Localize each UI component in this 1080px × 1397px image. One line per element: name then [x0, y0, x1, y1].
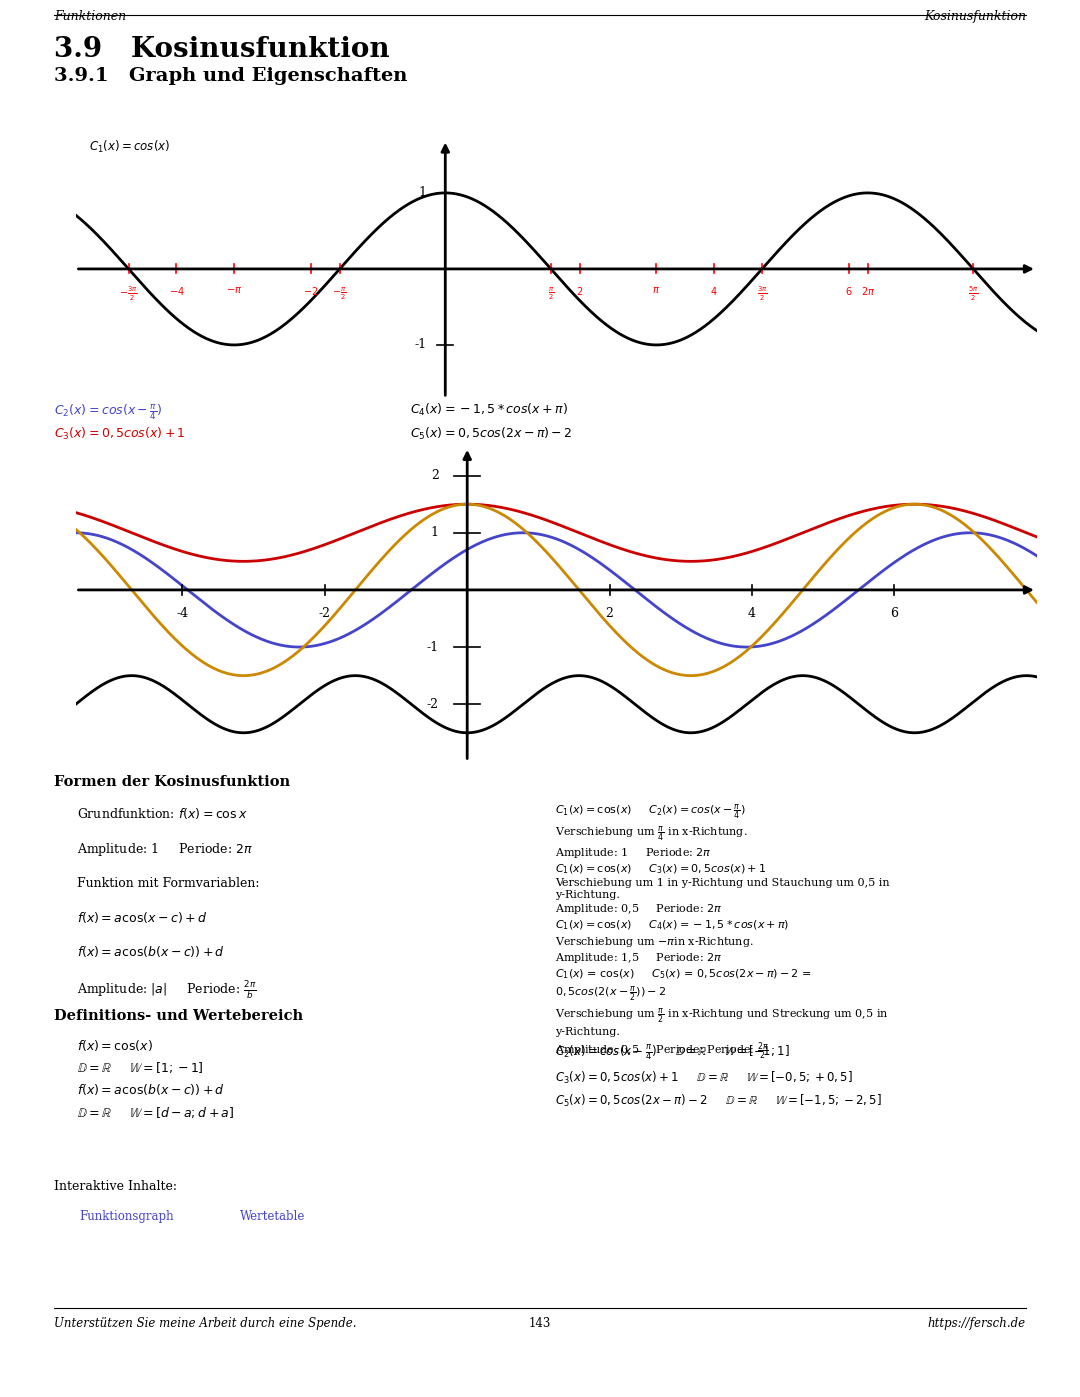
Text: Funktionsgraph: Funktionsgraph [80, 1210, 174, 1224]
Text: $-\frac{3\pi}{2}$: $-\frac{3\pi}{2}$ [119, 285, 138, 303]
Text: $6$: $6$ [845, 285, 852, 298]
Text: -4: -4 [176, 608, 189, 620]
Text: $-\frac{\pi}{2}$: $-\frac{\pi}{2}$ [333, 285, 347, 302]
Text: Funktionen: Funktionen [54, 10, 126, 22]
Text: $C_2(x) = cos(x - \frac{\pi}{4})$: $C_2(x) = cos(x - \frac{\pi}{4})$ [54, 402, 163, 422]
Text: 3.9   Kosinusfunktion: 3.9 Kosinusfunktion [54, 36, 390, 63]
Text: Grundfunktion: $f(x) = \cos x$

Amplitude: 1     Periode: $2\pi$

Funktion mit F: Grundfunktion: $f(x) = \cos x$ Amplitude… [77, 806, 259, 1002]
Text: $-\pi$: $-\pi$ [226, 285, 242, 295]
Text: -2: -2 [319, 608, 330, 620]
Text: $C_5(x) = 0,5cos(2x - \pi) - 2$: $C_5(x) = 0,5cos(2x - \pi) - 2$ [410, 426, 572, 443]
Text: $\frac{5\pi}{2}$: $\frac{5\pi}{2}$ [968, 285, 978, 303]
Text: $-2$: $-2$ [303, 285, 319, 298]
Text: $C_3(x) = 0,5cos(x) + 1$: $C_3(x) = 0,5cos(x) + 1$ [54, 426, 186, 443]
Text: -2: -2 [427, 697, 438, 711]
Text: $\pi$: $\pi$ [652, 285, 661, 295]
Text: $2$: $2$ [576, 285, 583, 298]
Text: 143: 143 [529, 1317, 551, 1330]
Text: 2: 2 [606, 608, 613, 620]
Text: Wertetable: Wertetable [240, 1210, 306, 1224]
Text: $2\pi$: $2\pi$ [861, 285, 875, 298]
Text: -1: -1 [415, 338, 427, 352]
Text: Definitions- und Wertebereich: Definitions- und Wertebereich [54, 1009, 303, 1023]
Text: 1: 1 [431, 527, 438, 539]
Text: $f(x) = \cos(x)$
$\mathbb{D} = \mathbb{R}$     $\mathbb{W} = [1; -1]$
$f(x) = a\: $f(x) = \cos(x)$ $\mathbb{D} = \mathbb{R… [77, 1038, 234, 1119]
Text: $\frac{\pi}{2}$: $\frac{\pi}{2}$ [548, 285, 554, 302]
Text: 3.9.1   Graph und Eigenschaften: 3.9.1 Graph und Eigenschaften [54, 67, 407, 85]
Text: Formen der Kosinusfunktion: Formen der Kosinusfunktion [54, 775, 291, 789]
Text: Interaktive Inhalte:: Interaktive Inhalte: [54, 1180, 177, 1193]
Text: $C_2(x) = cos(x - \frac{\pi}{4})$     $\mathbb{D} = \mathbb{R}$     $\mathbb{W} : $C_2(x) = cos(x - \frac{\pi}{4})$ $\math… [555, 1044, 881, 1109]
Text: $-4$: $-4$ [168, 285, 185, 298]
Text: $C_4(x) = -1,5 * cos(x + \pi)$: $C_4(x) = -1,5 * cos(x + \pi)$ [410, 402, 568, 419]
Text: 6: 6 [890, 608, 899, 620]
Text: $\frac{3\pi}{2}$: $\frac{3\pi}{2}$ [757, 285, 767, 303]
Text: 1: 1 [418, 186, 427, 200]
Text: -1: -1 [427, 641, 438, 654]
Text: $C_1(x) = \cos(x)$     $C_2(x) = cos(x - \frac{\pi}{4})$
Verschiebung um $\frac{: $C_1(x) = \cos(x)$ $C_2(x) = cos(x - \fr… [555, 802, 890, 1062]
Text: $4$: $4$ [711, 285, 718, 298]
Text: https://fersch.de: https://fersch.de [928, 1317, 1026, 1330]
Text: 4: 4 [748, 608, 756, 620]
Text: $C_1(x) = cos(x)$: $C_1(x) = cos(x)$ [89, 140, 171, 155]
Text: 2: 2 [431, 469, 438, 482]
Text: Unterstützen Sie meine Arbeit durch eine Spende.: Unterstützen Sie meine Arbeit durch eine… [54, 1317, 356, 1330]
Text: Kosinusfunktion: Kosinusfunktion [924, 10, 1026, 22]
